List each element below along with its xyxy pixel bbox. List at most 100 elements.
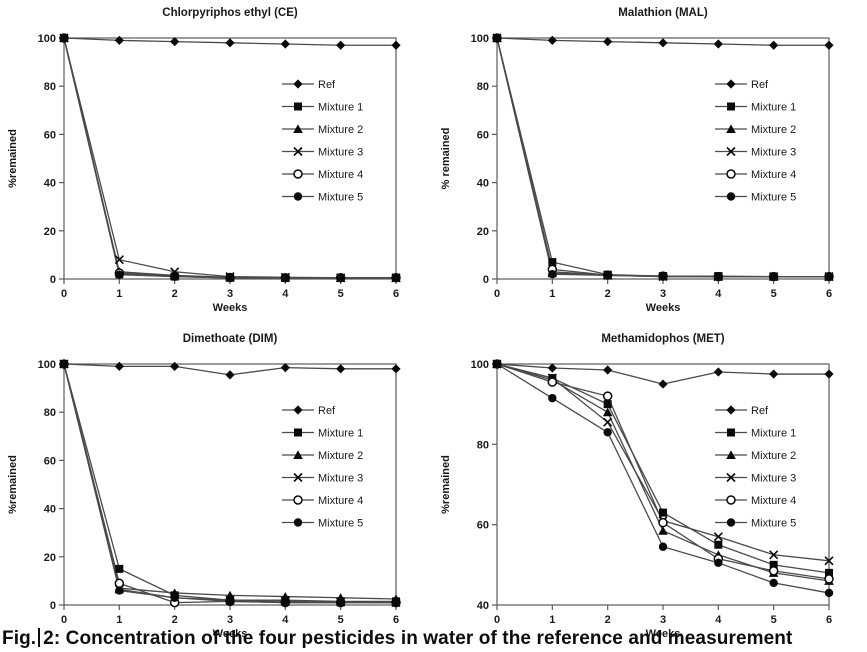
legend-label: Mixture 3 bbox=[318, 147, 363, 159]
marker-diamond bbox=[293, 405, 303, 415]
y-tick-label: 0 bbox=[50, 274, 56, 286]
legend-label: Mixture 2 bbox=[318, 450, 363, 462]
marker-diamond bbox=[547, 363, 557, 373]
x-tick-label: 5 bbox=[771, 614, 777, 626]
legend-label: Mixture 4 bbox=[751, 169, 796, 181]
marker-circle-filled bbox=[548, 269, 557, 279]
x-tick-label: 0 bbox=[494, 614, 500, 626]
y-tick-label: 40 bbox=[44, 504, 56, 516]
marker-diamond bbox=[726, 405, 736, 415]
marker-circle-filled bbox=[170, 593, 179, 602]
marker-diamond bbox=[336, 40, 346, 50]
marker-circle-open bbox=[726, 495, 736, 505]
marker-triangle bbox=[293, 124, 303, 133]
text-cursor bbox=[38, 628, 41, 647]
marker-diamond bbox=[547, 35, 557, 46]
marker-triangle bbox=[726, 450, 736, 459]
marker-x bbox=[293, 146, 303, 157]
chart-title: Dimethoate (DIM) bbox=[183, 333, 278, 345]
legend-label: Ref bbox=[751, 405, 769, 417]
marker-diamond bbox=[170, 37, 180, 47]
marker-circle-filled bbox=[658, 542, 668, 551]
marker-circle-filled bbox=[548, 393, 557, 403]
y-tick-label: 100 bbox=[471, 33, 489, 45]
legend-label: Mixture 1 bbox=[318, 428, 363, 440]
marker-circle-filled bbox=[293, 192, 303, 201]
marker-circle-open bbox=[293, 495, 303, 505]
marker-circle-filled bbox=[336, 273, 345, 282]
chart-malathion: Malathion (MAL) 0 20 40 60 80 100 0 1 2 3 4 5 6 Weeks%… bbox=[433, 0, 867, 320]
marker-circle-open bbox=[114, 578, 125, 589]
legend-label: Mixture 3 bbox=[751, 147, 796, 159]
x-tick-label: 6 bbox=[393, 614, 399, 626]
x-tick-label: 3 bbox=[227, 288, 233, 300]
x-tick-label: 6 bbox=[826, 614, 832, 626]
marker-x bbox=[726, 472, 736, 483]
x-axis-label: Weeks bbox=[646, 302, 681, 314]
marker-circle-filled bbox=[492, 33, 502, 43]
figure-caption-prefix: Fig. bbox=[2, 628, 37, 649]
x-tick-label: 2 bbox=[605, 614, 611, 626]
marker-circle-open bbox=[602, 391, 613, 401]
legend-label: Mixture 2 bbox=[751, 450, 796, 462]
y-tick-label: 40 bbox=[44, 178, 56, 190]
marker-diamond bbox=[280, 39, 290, 49]
marker-diamond bbox=[824, 369, 834, 379]
y-tick-label: 40 bbox=[477, 178, 489, 190]
chart-methamidophos-svg: Methamidophos (MET) 40 60 80 100 0 1 2 3 4 5 6 Weeks… bbox=[440, 333, 834, 640]
marker-diamond bbox=[769, 369, 779, 379]
marker-x bbox=[824, 556, 834, 566]
x-tick-label: 0 bbox=[61, 614, 67, 626]
legend-label: Mixture 2 bbox=[751, 124, 796, 136]
x-tick-label: 3 bbox=[660, 614, 666, 626]
marker-diamond bbox=[603, 365, 613, 375]
x-axis-label: Weeks bbox=[646, 628, 681, 640]
figure-caption-text: 2: Concentration of the four pesticides … bbox=[43, 628, 793, 649]
marker-circle-filled bbox=[225, 273, 235, 282]
legend-label: Mixture 3 bbox=[318, 473, 363, 485]
y-tick-label: 0 bbox=[483, 274, 489, 286]
y-tick-label: 40 bbox=[477, 600, 489, 612]
marker-triangle bbox=[293, 450, 303, 459]
legend-label: Mixture 5 bbox=[751, 192, 796, 204]
x-tick-label: 5 bbox=[338, 614, 344, 626]
legend-label: Mixture 5 bbox=[751, 518, 796, 530]
legend-label: Mixture 1 bbox=[751, 428, 796, 440]
marker-diamond bbox=[726, 79, 736, 89]
x-tick-label: 0 bbox=[494, 288, 500, 300]
marker-diamond bbox=[824, 40, 834, 50]
y-tick-label: 100 bbox=[471, 359, 489, 371]
marker-circle-filled bbox=[336, 598, 345, 607]
marker-diamond bbox=[114, 35, 124, 46]
x-axis-label: Weeks bbox=[213, 628, 248, 640]
marker-circle-filled bbox=[658, 272, 668, 281]
x-tick-label: 1 bbox=[116, 614, 122, 626]
marker-square bbox=[727, 102, 735, 111]
figure-caption: Fig. 2: Concentration of the four pestici… bbox=[2, 628, 867, 650]
legend-label: Mixture 4 bbox=[318, 169, 363, 181]
plot-border bbox=[496, 37, 830, 280]
marker-diamond bbox=[658, 379, 668, 389]
marker-diamond bbox=[658, 38, 668, 48]
x-tick-label: 1 bbox=[549, 614, 555, 626]
marker-circle-filled bbox=[391, 598, 401, 607]
marker-square bbox=[727, 428, 735, 437]
marker-diamond bbox=[336, 364, 346, 374]
x-tick-label: 5 bbox=[338, 288, 344, 300]
marker-circle-filled bbox=[603, 271, 612, 280]
marker-circle-filled bbox=[293, 518, 303, 527]
y-axis-label: %remained bbox=[440, 455, 452, 514]
marker-triangle bbox=[726, 124, 736, 133]
marker-diamond bbox=[225, 38, 235, 48]
marker-square bbox=[294, 428, 302, 437]
y-tick-label: 100 bbox=[38, 33, 56, 45]
chart-malathion-svg: Malathion (MAL) 0 20 40 60 80 100 0 1 2 3 4 5 6 Weeks%… bbox=[440, 7, 834, 314]
marker-diamond bbox=[713, 367, 723, 377]
marker-x bbox=[293, 472, 303, 483]
marker-square bbox=[659, 508, 667, 517]
legend-label: Mixture 1 bbox=[318, 102, 363, 114]
plot-border bbox=[496, 363, 830, 606]
legend-label: Mixture 3 bbox=[751, 473, 796, 485]
y-tick-label: 20 bbox=[44, 226, 56, 238]
y-tick-label: 60 bbox=[44, 129, 56, 141]
